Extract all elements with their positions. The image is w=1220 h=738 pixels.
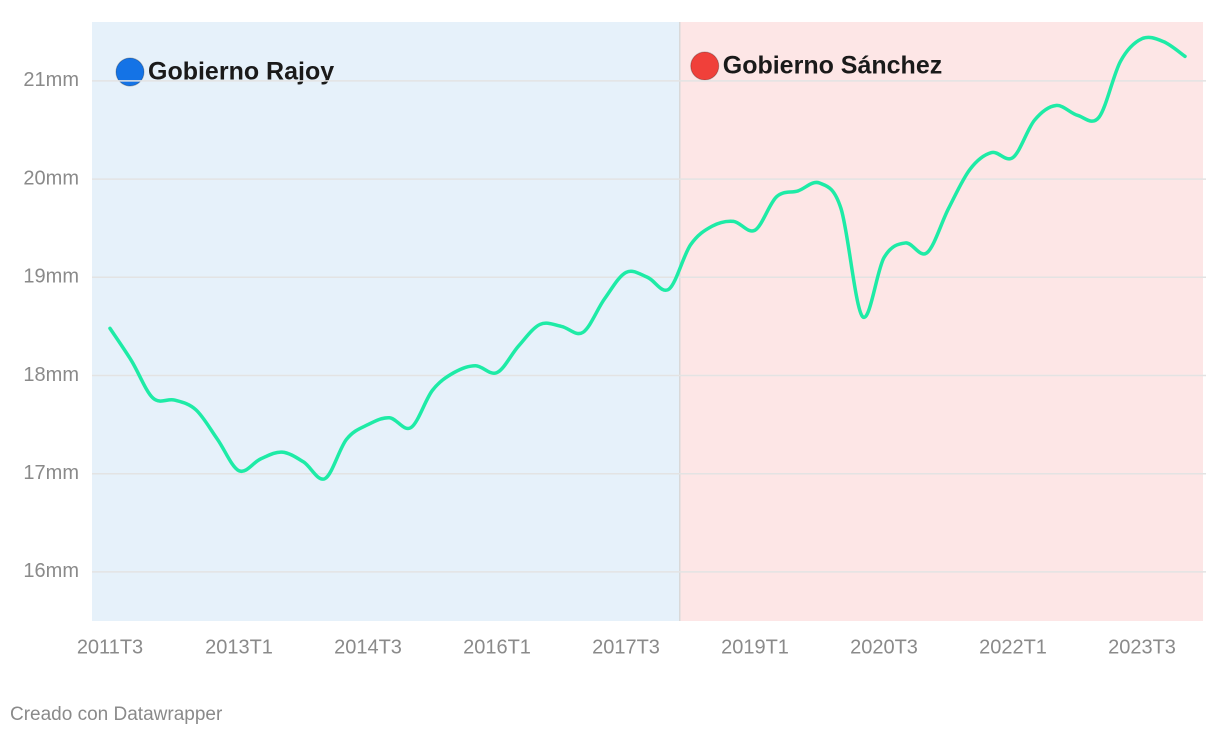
x-tick-label: 2023T3 [1108,636,1176,658]
x-tick-label: 2016T1 [463,636,531,658]
regions: Gobierno Rajoy Gobierno Sánchez [92,22,1203,621]
line [108,35,1187,481]
region-label: Gobierno Sánchez [723,52,942,80]
x-tick-label: 2013T1 [205,636,273,658]
x-tick-label: 2022T1 [979,636,1047,658]
x-tick-label: 2020T3 [850,636,918,658]
grid: 16mm 17mm 18mm 19mm 20mm 21mm 2011T3 2013T1 2014… [23,69,1206,658]
plot [108,35,1187,481]
y-tick-label: 17mm [23,462,79,484]
x-tick-label: 2014T3 [334,636,402,658]
y-tick-label: 18mm [23,364,79,386]
x-tick-label: 2017T3 [592,636,660,658]
x-tick-label: 2019T1 [721,636,789,658]
region-background [92,22,680,621]
y-tick-label: 19mm [23,266,79,288]
y-tick-label: 20mm [23,167,79,189]
region-marker [115,57,145,87]
x-tick-label: 2011T3 [77,636,143,658]
y-tick-label: 21mm [23,69,79,91]
source: Creado con Datawrapper [10,704,223,725]
region-marker [690,51,720,81]
y-tick-label: 16mm [23,560,79,582]
region-background [679,22,1203,621]
